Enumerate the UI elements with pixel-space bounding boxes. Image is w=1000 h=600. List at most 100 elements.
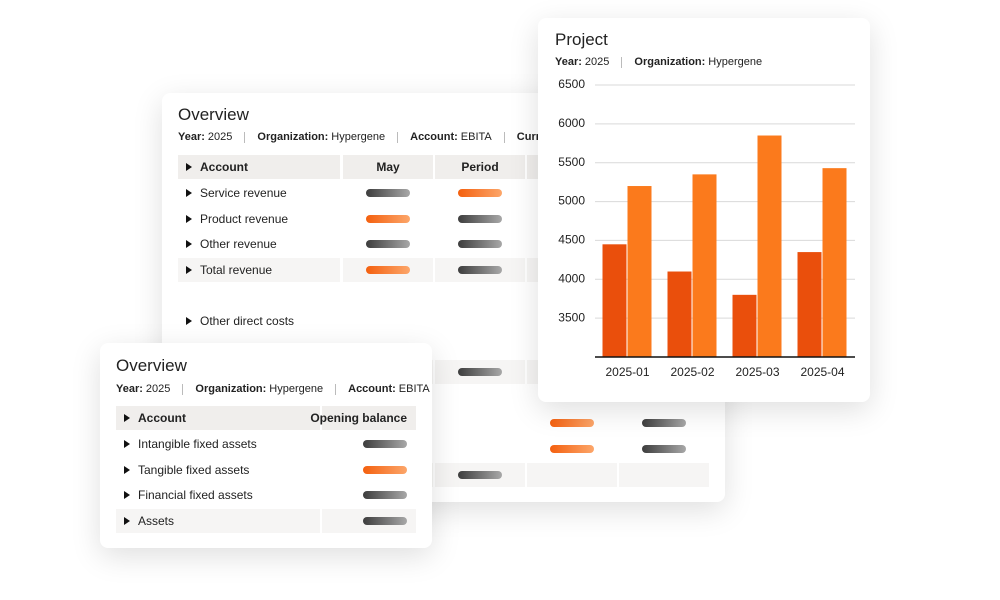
meta-value: Hypergene — [269, 383, 324, 395]
meta-key: Year: — [178, 131, 205, 143]
meta-value: Hypergene — [331, 131, 386, 143]
meta-value: 2025 — [584, 56, 610, 68]
tri-icon — [186, 317, 192, 325]
project-card: 3500 4000 4500 5000 5500 6000 6500 2025-01 2025-… — [538, 18, 870, 402]
row-label: Financial fixed assets — [138, 488, 253, 502]
meta-value: EBITA — [398, 383, 430, 395]
separator — [244, 131, 246, 143]
bar — [757, 135, 782, 357]
tri-icon — [124, 466, 130, 474]
tri-icon — [124, 414, 130, 422]
y-tick-label: 5000 — [558, 194, 585, 208]
x-tick-label: 2025-04 — [800, 365, 844, 379]
row-label: Tangible fixed assets — [138, 463, 250, 477]
card-title: Project — [555, 30, 608, 49]
pill — [363, 491, 407, 499]
row-label: Product revenue — [200, 212, 289, 226]
y-tick-label: 4000 — [558, 271, 585, 285]
tri-icon — [186, 215, 192, 223]
bar — [602, 244, 627, 357]
pill — [458, 266, 502, 274]
tri-icon — [124, 517, 130, 525]
column-header: Opening balance — [310, 411, 407, 425]
overview-card: Overview Year: 2025 Organization: Hypergene A… — [100, 343, 432, 548]
pill — [550, 419, 594, 427]
pill — [363, 466, 407, 474]
header-cell — [322, 406, 416, 430]
pill — [458, 189, 502, 197]
row-label: Assets — [138, 514, 175, 528]
pill — [642, 445, 686, 453]
pill — [366, 215, 410, 223]
tri-icon — [186, 163, 192, 171]
column-header: May — [376, 160, 400, 174]
header-cell — [178, 155, 340, 179]
header-cell — [343, 155, 433, 179]
meta-value: 2025 — [145, 383, 171, 395]
header-cell — [435, 155, 525, 179]
pill — [550, 445, 594, 453]
x-tick-label: 2025-02 — [670, 365, 714, 379]
meta-key: Organization: — [257, 131, 329, 143]
x-tick-label: 2025-03 — [735, 365, 779, 379]
meta-value: EBITA — [460, 131, 492, 143]
pill — [363, 517, 407, 525]
y-tick-label: 6500 — [558, 77, 585, 91]
y-tick-label: 6000 — [558, 116, 585, 130]
row-label: Service revenue — [200, 186, 287, 200]
separator — [397, 131, 399, 143]
row-label: Other direct costs — [200, 314, 295, 328]
meta-key: Year: — [116, 383, 143, 395]
meta-key: Account: — [348, 383, 396, 395]
separator — [621, 56, 623, 68]
bar — [627, 186, 652, 357]
pill — [458, 240, 502, 248]
pill — [366, 266, 410, 274]
pill — [642, 419, 686, 427]
meta-line: Year: 2025 Organization: Hypergene — [555, 56, 762, 68]
pill — [458, 471, 502, 479]
row-label: Total revenue — [200, 263, 273, 277]
bar — [692, 174, 717, 357]
meta-key: Year: — [555, 56, 582, 68]
row-shade — [116, 509, 320, 533]
tri-icon — [124, 440, 130, 448]
meta-value: Hypergene — [708, 56, 763, 68]
separator — [182, 383, 184, 395]
tri-icon — [186, 240, 192, 248]
y-tick-label: 3500 — [558, 310, 585, 324]
column-header: Account — [200, 160, 248, 174]
row-shade — [178, 258, 340, 282]
meta-line: Year: 2025 Organization: Hypergene Account: E… — [116, 383, 430, 395]
meta-key: Organization: — [634, 56, 706, 68]
chart: 3500 4000 4500 5000 5500 6000 6500 2025-01 2025-… — [558, 77, 855, 379]
pill — [458, 368, 502, 376]
pill — [366, 240, 410, 248]
separator — [335, 383, 337, 395]
header-cell — [116, 406, 320, 430]
card-title: Overview — [178, 105, 249, 124]
row-label: Intangible fixed assets — [138, 437, 257, 451]
column-header: Period — [461, 160, 499, 174]
row-shade — [527, 463, 617, 487]
tri-icon — [186, 189, 192, 197]
y-tick-label: 5500 — [558, 155, 585, 169]
tri-icon — [186, 266, 192, 274]
tri-icon — [124, 491, 130, 499]
bar — [797, 252, 822, 357]
row-label: Other revenue — [200, 237, 277, 251]
pill — [458, 215, 502, 223]
pill — [366, 189, 410, 197]
meta-line: Year: 2025 Organization: Hypergene Account: E… — [178, 131, 569, 143]
row-shade — [619, 463, 709, 487]
bar — [667, 271, 692, 357]
separator — [503, 131, 505, 143]
card-title: Overview — [116, 356, 187, 375]
pill — [363, 440, 407, 448]
meta-key: Organization: — [195, 383, 267, 395]
bar — [822, 168, 847, 357]
bar — [732, 294, 757, 357]
y-tick-label: 4500 — [558, 233, 585, 247]
column-header: Account — [138, 411, 186, 425]
